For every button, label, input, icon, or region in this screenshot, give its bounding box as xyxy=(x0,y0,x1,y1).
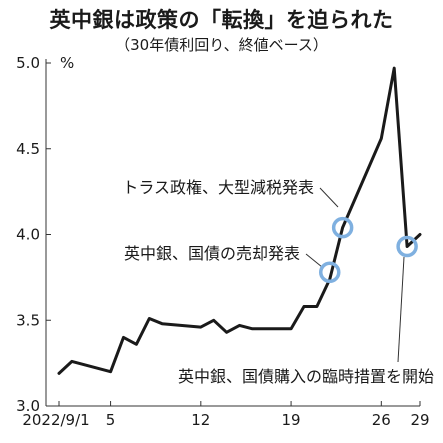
y-unit-label: % xyxy=(60,54,74,72)
series-line xyxy=(57,66,422,375)
data-point xyxy=(109,370,112,373)
data-point xyxy=(405,245,409,248)
data-point xyxy=(341,226,344,229)
data-point xyxy=(225,331,228,334)
data-point xyxy=(418,233,422,236)
data-point xyxy=(238,324,241,327)
annotation-label: 英中銀、国債購入の臨時措置を開始 xyxy=(178,367,434,386)
y-tick-label: 3.5 xyxy=(16,311,40,329)
y-tick-label: 4.5 xyxy=(16,140,40,158)
y-tick-label: 4.0 xyxy=(16,226,40,244)
y-tick-label: 5.0 xyxy=(16,54,40,72)
data-point xyxy=(122,336,125,339)
data-point xyxy=(212,319,215,322)
data-point xyxy=(315,305,319,308)
chart-subtitle: （30年債利回り、終値ベース） xyxy=(115,36,328,54)
annotation-highlight-circle xyxy=(319,261,341,283)
data-point xyxy=(302,305,306,308)
x-tick-label: 26 xyxy=(372,411,391,429)
data-point xyxy=(160,322,164,325)
data-point xyxy=(135,343,138,346)
data-point xyxy=(380,137,383,140)
annotation-leader-line xyxy=(397,256,405,363)
y-tick-label: 3.0 xyxy=(16,397,40,415)
data-point xyxy=(148,317,151,320)
data-point xyxy=(289,327,293,331)
annotation-highlight-circle xyxy=(396,235,418,258)
annotation-highlight-circle xyxy=(331,216,354,239)
data-point xyxy=(251,327,254,331)
data-point xyxy=(70,360,74,363)
x-tick-label: 5 xyxy=(106,411,116,429)
x-tick-label: 19 xyxy=(282,411,301,429)
annotation-label: トラス政権、大型減税発表 xyxy=(122,178,314,197)
annotation-leader-line xyxy=(305,253,323,268)
x-tick-label: 2022/9/1 xyxy=(22,411,89,429)
data-point xyxy=(199,325,203,329)
annotation-leader-line xyxy=(319,187,339,208)
data-point xyxy=(57,372,61,375)
x-tick-label: 12 xyxy=(191,411,210,429)
x-tick-label: 29 xyxy=(410,411,429,429)
annotation-label: 英中銀、国債の売却発表 xyxy=(124,244,300,263)
chart-title: 英中銀は政策の「転換」を迫られた xyxy=(49,8,394,32)
data-point xyxy=(393,66,396,70)
